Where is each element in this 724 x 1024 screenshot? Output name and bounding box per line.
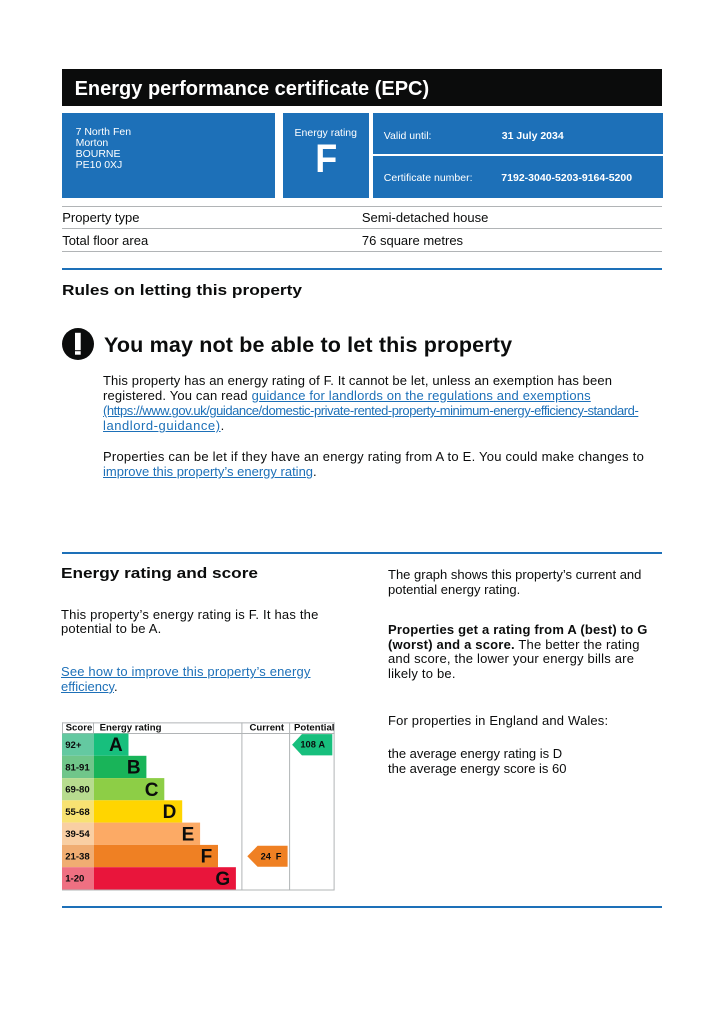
svg-text:E: E	[182, 824, 195, 845]
svg-text:1-20: 1-20	[65, 874, 84, 885]
svg-text:21-38: 21-38	[65, 851, 90, 862]
svg-text:D: D	[163, 802, 177, 823]
svg-text:G: G	[215, 869, 230, 890]
svg-text:92+: 92+	[65, 740, 82, 751]
svg-text:Current: Current	[249, 723, 284, 734]
svg-text:A: A	[318, 740, 325, 750]
svg-text:39-54: 39-54	[65, 829, 90, 840]
svg-text:B: B	[127, 758, 141, 779]
svg-text:81-91: 81-91	[65, 762, 90, 773]
svg-text:69-80: 69-80	[65, 785, 90, 796]
svg-text:F: F	[201, 847, 213, 868]
svg-text:F: F	[276, 852, 282, 862]
svg-text:55-68: 55-68	[65, 807, 90, 818]
svg-text:Potential: Potential	[294, 723, 335, 734]
svg-text:Energy rating: Energy rating	[100, 723, 162, 734]
svg-text:24: 24	[261, 852, 272, 862]
svg-text:A: A	[109, 735, 123, 756]
svg-text:C: C	[145, 780, 159, 801]
svg-text:108: 108	[300, 740, 316, 750]
svg-text:Score: Score	[66, 723, 93, 734]
